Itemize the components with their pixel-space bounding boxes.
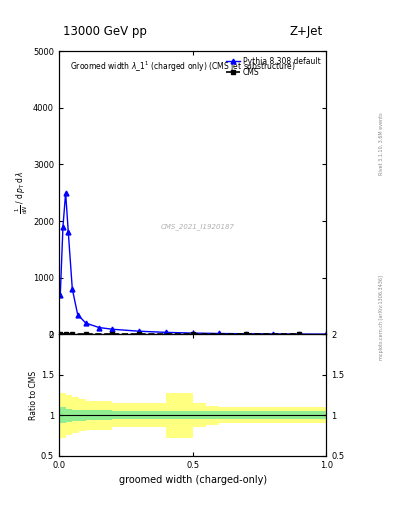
Pythia 8.308 default — [61, 224, 65, 230]
Pythia 8.308 default — [97, 325, 101, 331]
Text: Groomed width $\lambda\_1^1$ (charged only) (CMS jet substructure): Groomed width $\lambda\_1^1$ (charged on… — [70, 60, 296, 74]
Pythia 8.308 default — [58, 292, 62, 298]
Pythia 8.308 default — [217, 330, 222, 336]
CMS — [244, 331, 248, 337]
Pythia 8.308 default — [270, 331, 275, 337]
Pythia 8.308 default — [137, 328, 141, 334]
CMS — [83, 331, 88, 337]
Text: 13000 GeV pp: 13000 GeV pp — [63, 26, 147, 38]
Pythia 8.308 default — [297, 331, 302, 337]
Text: CMS_2021_I1920187: CMS_2021_I1920187 — [161, 223, 235, 230]
CMS — [137, 331, 141, 337]
CMS — [63, 331, 68, 337]
Pythia 8.308 default — [244, 331, 248, 337]
Line: Pythia 8.308 default: Pythia 8.308 default — [58, 190, 329, 336]
Pythia 8.308 default — [75, 311, 80, 317]
Line: CMS: CMS — [58, 332, 302, 337]
Legend: Pythia 8.308 default, CMS: Pythia 8.308 default, CMS — [225, 55, 322, 78]
Y-axis label: $\frac{1}{\mathrm{d}N}$ / $\mathrm{d}\,p_{\mathrm{T}}\,\mathrm{d}\,\lambda$: $\frac{1}{\mathrm{d}N}$ / $\mathrm{d}\,p… — [14, 171, 30, 215]
Pythia 8.308 default — [163, 329, 168, 335]
Y-axis label: Ratio to CMS: Ratio to CMS — [29, 371, 38, 419]
X-axis label: groomed width (charged-only): groomed width (charged-only) — [119, 475, 266, 485]
CMS — [297, 331, 302, 337]
Pythia 8.308 default — [83, 320, 88, 326]
Pythia 8.308 default — [70, 286, 75, 292]
Pythia 8.308 default — [66, 229, 71, 236]
CMS — [190, 331, 195, 337]
CMS — [70, 331, 75, 337]
Text: Rivet 3.1.10, 3.6M events: Rivet 3.1.10, 3.6M events — [379, 112, 384, 175]
CMS — [58, 331, 62, 337]
Pythia 8.308 default — [63, 189, 68, 196]
Pythia 8.308 default — [190, 330, 195, 336]
Text: mcplots.cern.ch [arXiv:1306.3436]: mcplots.cern.ch [arXiv:1306.3436] — [379, 275, 384, 360]
Pythia 8.308 default — [110, 326, 115, 332]
Pythia 8.308 default — [324, 331, 329, 337]
Text: Z+Jet: Z+Jet — [289, 26, 322, 38]
CMS — [110, 331, 115, 337]
